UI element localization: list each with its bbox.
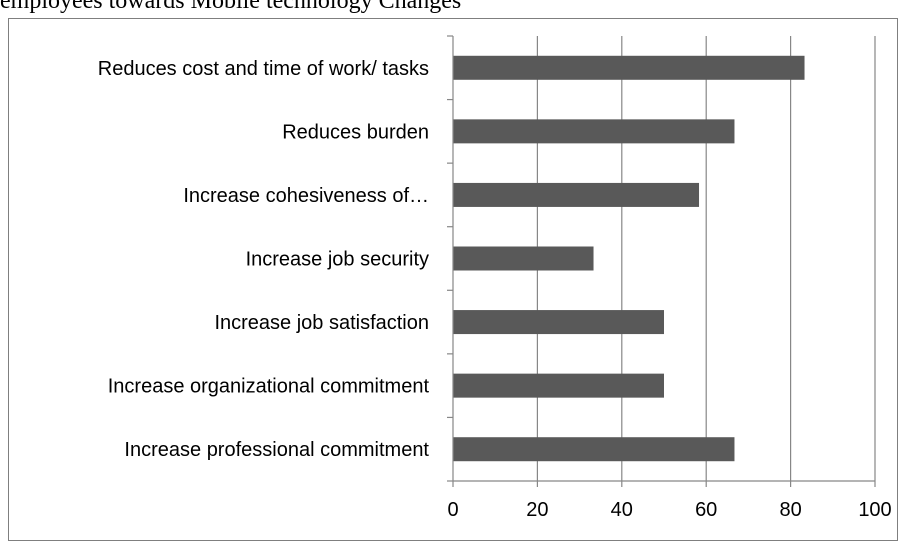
x-tick-label-20: 20 xyxy=(526,499,548,521)
category-label-3: Increase job security xyxy=(246,249,429,271)
category-label-2: Increase cohesiveness of… xyxy=(183,185,429,207)
category-label-1: Reduces burden xyxy=(282,121,429,143)
bar-0 xyxy=(453,55,805,80)
category-label-5: Increase organizational commitment xyxy=(108,376,430,398)
category-label-6: Increase professional commitment xyxy=(124,439,429,461)
category-label-4: Increase job satisfaction xyxy=(214,312,429,334)
axes xyxy=(447,35,876,487)
bar-5 xyxy=(453,373,664,398)
bar-3 xyxy=(453,246,594,271)
x-tick-label-0: 0 xyxy=(447,499,458,521)
page-caption-fragment: employees towards Mobile technology Chan… xyxy=(0,0,462,14)
bars xyxy=(453,55,805,462)
bar-1 xyxy=(453,119,735,144)
labels: 0 20 40 60 80 100 Reduces cost and time of wor… xyxy=(98,58,892,521)
bar-4 xyxy=(453,310,664,335)
x-tick-label-40: 40 xyxy=(611,499,633,521)
category-label-0: Reduces cost and time of work/ tasks xyxy=(98,58,429,80)
bar-6 xyxy=(453,437,735,462)
x-tick-label-80: 80 xyxy=(779,499,801,521)
bar-2 xyxy=(453,182,700,207)
x-tick-label-60: 60 xyxy=(695,499,717,521)
x-tick-label-100: 100 xyxy=(858,499,891,521)
